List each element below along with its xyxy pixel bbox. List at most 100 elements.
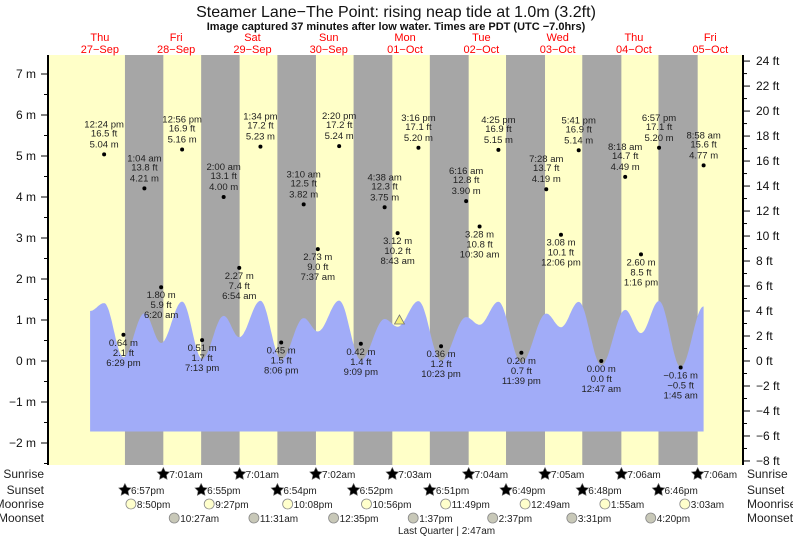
- high-tide-point: [301, 202, 306, 207]
- moonrise-icon: [440, 498, 452, 510]
- day-label-weekday: Wed: [546, 32, 568, 44]
- tide-time-label: 1:16 pm: [624, 277, 658, 288]
- high-tide-point: [221, 195, 226, 199]
- axes: 7 m 6 m 5 m 4 m 3 m 2 m 1 m 0 m −1 m −2 m 24 ft 22 …: [9, 54, 780, 468]
- tide-m-label: 3.08 m: [546, 238, 575, 249]
- low-tide-point: [638, 252, 643, 257]
- moonrise-time-label: 9:27pm: [215, 500, 248, 511]
- tide-time-label: 6:20 am: [144, 310, 178, 321]
- sunset-icon: [346, 482, 361, 496]
- moonset-icon: [168, 512, 180, 524]
- sunset-time-label: 6:49pm: [512, 486, 545, 497]
- moonrise-time-label: 11:49pm: [452, 500, 490, 511]
- low-tide-point: [599, 359, 604, 363]
- tide-ft-label: 5.9 ft: [151, 300, 172, 311]
- moonset-row-label-right: Moonset: [747, 511, 793, 525]
- day-label-date: 02−Oct: [463, 44, 499, 56]
- moonset-time-label: 10:27am: [180, 514, 219, 525]
- tide-ft-label: 0.7 ft: [511, 366, 532, 377]
- left-axis-tick-label: 6 m: [16, 108, 36, 122]
- right-axis-tick-label: 4 ft: [756, 304, 773, 318]
- right-axis-tick-label: −4 ft: [756, 404, 780, 418]
- tide-time-label: 6:29 pm: [106, 358, 140, 369]
- high-tide-point: [416, 145, 421, 150]
- tide-time-label: 4:25 pm: [481, 115, 515, 126]
- moonset-time-label: 12:35pm: [340, 514, 379, 525]
- low-tide-point: [519, 350, 524, 355]
- tide-m-label: 5.15 m: [484, 135, 513, 146]
- low-tide-point: [358, 341, 363, 346]
- tide-ft-label: 17.1 ft: [405, 122, 432, 133]
- left-axis-tick-label: 2 m: [16, 272, 36, 286]
- left-axis-tick-label: −1 m: [9, 395, 36, 409]
- tide-time-label: 12:56 pm: [162, 114, 202, 125]
- high-tide-point: [701, 163, 706, 168]
- sunset-icon: [499, 482, 513, 496]
- tide-m-label: 4.49 m: [611, 162, 640, 173]
- tide-time-label: 7:37 am: [301, 272, 335, 283]
- tide-ft-label: 13.8 ft: [131, 162, 158, 173]
- sunset-icon: [194, 482, 208, 496]
- moonset-time-label: 4:20pm: [657, 514, 690, 525]
- tide-time-label: 8:58 am: [686, 130, 720, 141]
- sunrise-time-label: 7:01am: [169, 470, 202, 481]
- tide-m-label: 4.21 m: [130, 173, 159, 184]
- moonrise-time-label: 8:50pm: [137, 500, 170, 511]
- left-axis-tick-label: 0 m: [16, 354, 36, 368]
- tide-ft-label: 17.2 ft: [326, 120, 353, 131]
- left-axis-tick-label: 5 m: [16, 149, 36, 163]
- tide-time-label: 1:34 pm: [243, 112, 277, 123]
- low-tide-point: [678, 365, 683, 370]
- sunrise-icon: [690, 466, 705, 480]
- tide-time-label: 6:54 am: [222, 291, 256, 302]
- moonrise-icon: [203, 498, 215, 510]
- tide-time-label: 7:28 am: [529, 154, 563, 165]
- chart-title: Steamer Lane−The Point: rising neap tide…: [196, 4, 596, 21]
- right-axis-tick-label: 22 ft: [756, 79, 780, 93]
- sunrise-time-label: 7:06am: [627, 470, 660, 481]
- sunrise-time-label: 7:03am: [398, 470, 431, 481]
- sunset-time-label: 6:54pm: [283, 486, 316, 497]
- high-tide-point: [496, 147, 501, 152]
- tide-m-label: 5.23 m: [246, 132, 275, 143]
- right-axis-tick-label: 0 ft: [756, 354, 773, 368]
- tide-m-label: 5.14 m: [564, 135, 593, 146]
- high-tide-point: [258, 144, 263, 149]
- day-label-weekday: Thu: [624, 32, 643, 44]
- sunset-icon: [422, 482, 437, 496]
- tide-m-label: 3.90 m: [452, 186, 481, 197]
- day-label-date: 01−Oct: [387, 44, 423, 56]
- almanac: Sunrise Sunrise 7:01am 7:01am 7:02am 7:03am 7:…: [0, 466, 793, 525]
- tide-m-label: 0.42 m: [346, 347, 375, 358]
- tide-ft-label: 1.4 ft: [350, 357, 371, 368]
- tide-m-label: 1.80 m: [147, 290, 176, 301]
- moon-phase-label: Last Quarter | 2:47am: [398, 526, 495, 537]
- tide-m-label: 4.77 m: [689, 150, 718, 161]
- left-axis-tick-label: −2 m: [9, 436, 36, 450]
- sunset-icon: [118, 482, 132, 496]
- tide-m-label: 0.36 m: [427, 349, 456, 360]
- tide-time-label: 1:45 am: [663, 391, 697, 402]
- tide-m-label: 5.16 m: [168, 134, 197, 145]
- sunrise-time-label: 7:05am: [551, 470, 584, 481]
- tide-m-label: 5.24 m: [325, 131, 354, 142]
- tide-time-label: 1:04 am: [127, 153, 161, 164]
- tide-time-label: 10:30 am: [460, 250, 500, 261]
- tide-time-label: 2:20 pm: [322, 111, 356, 122]
- moonrise-row-label-right: Moonrise: [747, 497, 793, 511]
- moonset-icon: [328, 512, 339, 524]
- moonrise-icon: [679, 498, 691, 510]
- high-tide-point: [657, 145, 662, 150]
- tide-ft-label: 10.8 ft: [466, 240, 493, 251]
- low-tide-point: [237, 265, 242, 270]
- tide-time-label: 8:18 am: [608, 142, 642, 153]
- left-axis-tick-label: 4 m: [16, 190, 36, 204]
- high-tide-point: [576, 148, 581, 153]
- low-tide-point: [395, 231, 400, 236]
- high-tide-point: [464, 199, 469, 204]
- tide-ft-label: 12.8 ft: [453, 175, 480, 186]
- tide-ft-label: 17.1 ft: [646, 122, 673, 133]
- moonset-time-label: 1:37pm: [419, 514, 452, 525]
